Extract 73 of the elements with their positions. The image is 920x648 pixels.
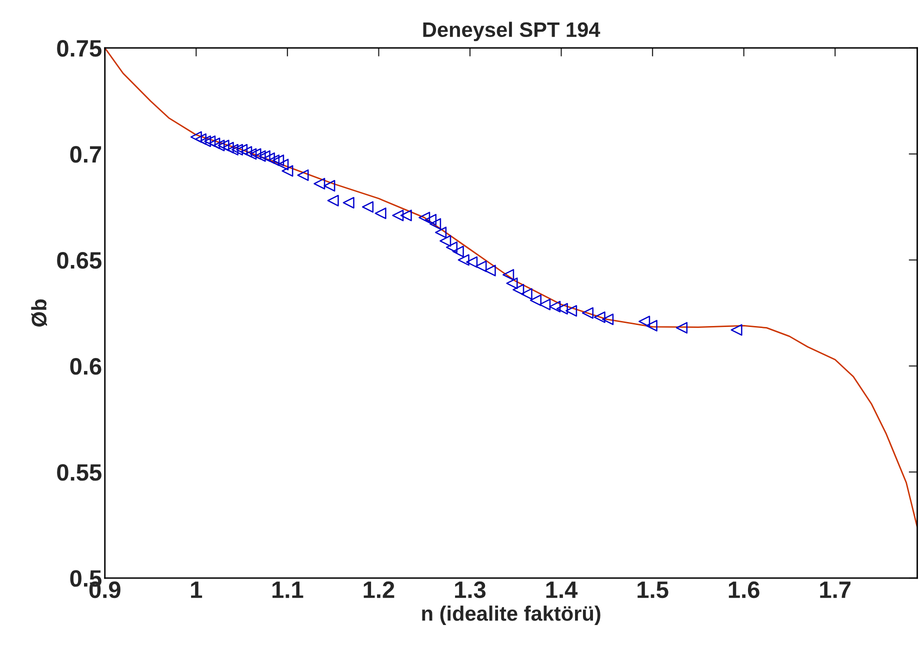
y-tick-label: 0.7	[70, 146, 102, 163]
point	[502, 269, 514, 281]
point	[452, 246, 464, 258]
point	[231, 144, 244, 156]
point	[254, 150, 266, 162]
point	[475, 260, 487, 272]
point	[250, 148, 262, 160]
x-tick-label: 1.1	[272, 582, 304, 598]
x-tick-label: 1.6	[728, 581, 760, 598]
point	[200, 135, 212, 148]
y-axis-title: Øb	[31, 299, 48, 327]
x-tick-label: 1.5	[638, 582, 668, 598]
point	[440, 235, 452, 247]
x-tick-label: 1.2	[364, 581, 394, 598]
point	[327, 194, 339, 206]
point	[268, 154, 280, 166]
y-tick-label: 0.55	[57, 464, 102, 481]
point	[362, 201, 374, 213]
x-tick-label: 1.7	[820, 582, 850, 598]
point	[602, 314, 614, 326]
point	[582, 307, 594, 319]
point	[484, 264, 496, 276]
point	[730, 324, 742, 336]
x-axis-title: n (idealite faktörü)	[422, 606, 600, 625]
point	[458, 254, 470, 266]
x-tick-label: 1	[191, 582, 202, 598]
point	[263, 152, 275, 164]
point	[424, 214, 437, 226]
point	[594, 311, 606, 323]
point	[520, 288, 532, 300]
point	[566, 305, 578, 317]
point	[194, 133, 206, 145]
point	[208, 138, 220, 150]
point	[400, 210, 412, 222]
y-tick-label: 0.65	[57, 252, 102, 269]
point	[324, 180, 336, 192]
point	[430, 218, 442, 230]
point	[638, 316, 650, 328]
point	[314, 178, 326, 190]
point	[646, 320, 658, 332]
point	[530, 294, 542, 306]
point	[282, 165, 294, 177]
point	[512, 284, 524, 296]
point	[226, 144, 238, 156]
point	[446, 241, 458, 254]
point	[245, 148, 257, 160]
point	[272, 154, 284, 166]
y-tick-label: 0.6	[70, 358, 102, 375]
point	[258, 150, 270, 162]
point	[190, 131, 202, 143]
point	[213, 140, 225, 152]
x-tick-label: 1.4	[546, 582, 578, 598]
point	[236, 144, 248, 156]
y-tick-label: 0.75	[57, 40, 102, 57]
point	[222, 142, 234, 154]
point	[435, 226, 447, 238]
point	[466, 256, 478, 268]
point	[342, 196, 354, 209]
point	[392, 210, 404, 222]
chart-title: Deneysel SPT 194	[423, 22, 600, 42]
point	[556, 302, 568, 315]
point	[204, 135, 216, 148]
point	[218, 140, 230, 152]
point	[549, 300, 561, 312]
point	[240, 146, 252, 158]
point	[418, 212, 430, 224]
point	[297, 169, 309, 181]
point	[506, 278, 518, 290]
point	[374, 208, 386, 220]
point	[676, 322, 688, 334]
point	[539, 298, 551, 310]
x-tick-label: 1.3	[455, 581, 486, 598]
point	[277, 158, 289, 170]
